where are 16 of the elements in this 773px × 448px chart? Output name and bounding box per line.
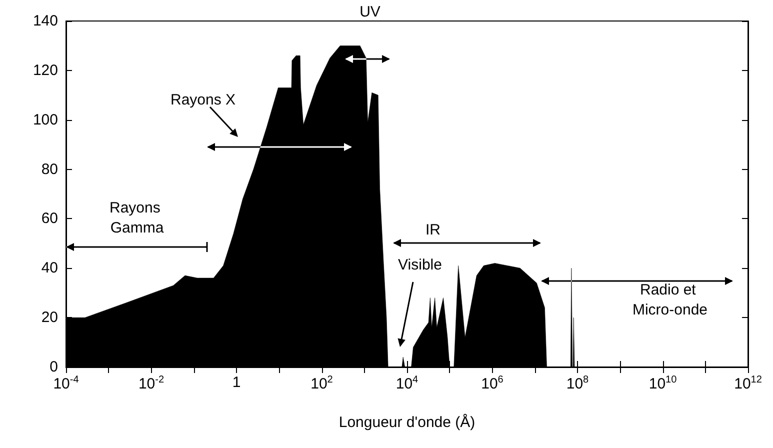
annotation: Radio et Micro-onde (632, 282, 708, 318)
x-tick-label: 1 (232, 374, 241, 391)
y-tick-label: 80 (41, 160, 58, 178)
y-tick-label: 140 (32, 12, 58, 30)
annotation: IR (426, 222, 441, 238)
text: UV (360, 4, 380, 20)
y-tick-label: 60 (41, 210, 58, 228)
y-tick-label: 20 (41, 309, 58, 326)
x-axis-title: Longueur d'onde (Å) (338, 413, 476, 431)
y-tick-label: 0 (50, 358, 58, 376)
annotation: Visible (398, 256, 442, 274)
annotation: Rayons Gamma (109, 200, 165, 236)
y-tick-label: 40 (41, 260, 58, 277)
y-tick-label: 100 (32, 111, 58, 128)
annotation: Rayons X (170, 92, 236, 108)
y-tick-label: 120 (32, 62, 58, 79)
